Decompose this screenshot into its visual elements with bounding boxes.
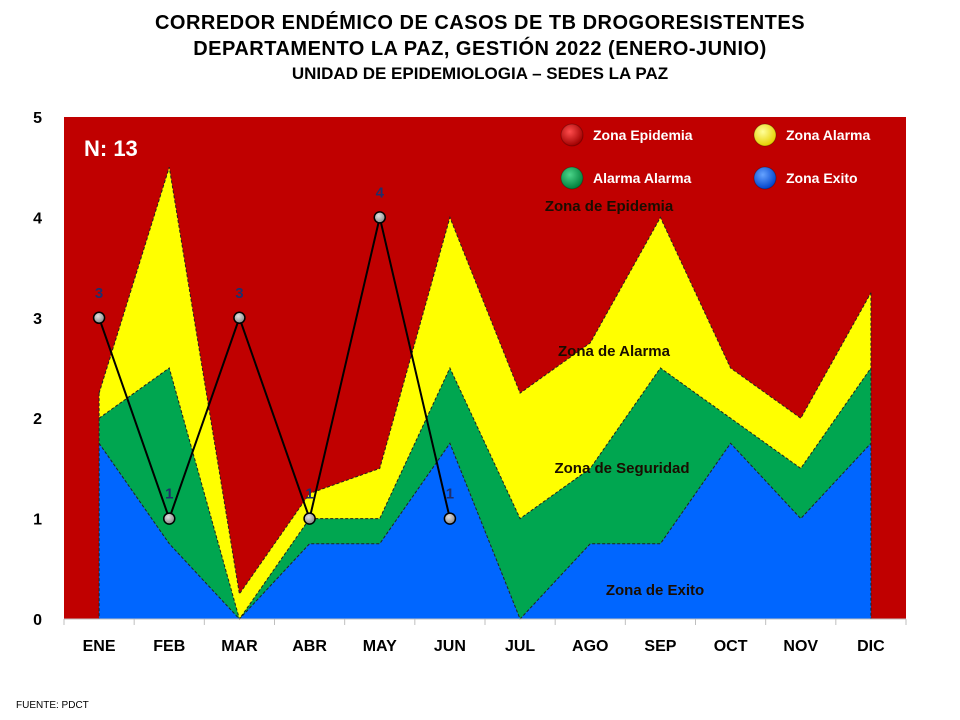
legend-swatch-2 (753, 123, 777, 147)
cases-point (303, 512, 316, 525)
zone-boundary-1 (98, 442, 872, 620)
x-tick-label: MAR (221, 638, 258, 655)
x-tick-label: AGO (572, 638, 608, 655)
x-tick-label: OCT (714, 638, 748, 655)
x-tick-label: NOV (783, 638, 818, 655)
x-tick-label: JUN (434, 638, 466, 655)
chart-subtitle: UNIDAD DE EPIDEMIOLOGIA – SEDES LA PAZ (291, 64, 669, 83)
cases-point (92, 311, 106, 325)
cases-line (98, 217, 451, 523)
y-tick-label: 5 (33, 110, 42, 127)
legend-label-1: Zona Epidemia (593, 127, 693, 143)
cases-data-label: 3 (235, 285, 243, 302)
legend-label-3: Alarma Alarma (593, 170, 692, 186)
cases-data-label: 1 (305, 486, 313, 503)
x-tick-label: ABR (292, 638, 327, 655)
n-count-label: N: 13 (84, 136, 138, 161)
legend-swatch-3 (560, 166, 584, 190)
cases-point (233, 311, 246, 325)
chart-title-line-2: DEPARTAMENTO LA PAZ, GESTIÓN 2022 (ENERO… (193, 38, 767, 60)
y-tick-label: 2 (33, 411, 42, 428)
y-tick-label: 4 (33, 210, 42, 227)
cases-data-label: 4 (376, 184, 385, 201)
legend-swatch-1 (560, 123, 584, 147)
x-tick-label: DIC (857, 638, 885, 655)
legend-swatch-4 (753, 166, 777, 190)
x-tick-label: FEB (153, 638, 185, 655)
x-tick-label: JUL (505, 638, 535, 655)
cases-point (373, 211, 386, 224)
zone-label-3: Zona de Seguridad (554, 460, 689, 477)
y-tick-label: 0 (33, 612, 42, 629)
zone-exito-area (99, 443, 871, 619)
cases-data-label: 3 (95, 285, 103, 302)
zone-boundary-3 (98, 167, 872, 596)
cases-data-label: 1 (165, 486, 173, 503)
cases-point (163, 512, 176, 525)
chart-title-line-1: CORREDOR ENDÉMICO DE CASOS DE TB DROGORE… (154, 12, 806, 34)
x-tick-label: MAY (363, 638, 397, 655)
zone-boundary-2 (98, 366, 872, 621)
x-tick-label: SEP (644, 638, 676, 655)
source-note: FUENTE: PDCT (16, 700, 89, 711)
y-tick-label: 1 (33, 512, 42, 529)
x-tick-label: ENE (83, 638, 116, 655)
y-tick-label: 3 (33, 311, 42, 328)
legend-label-2: Zona Alarma (786, 127, 870, 143)
legend-label-4: Zona Exito (786, 170, 858, 186)
cases-point (443, 512, 457, 525)
zone-label-2: Zona de Alarma (558, 343, 671, 360)
zone-label-4: Zona de Exito (606, 582, 704, 599)
zone-label-1: Zona de Epidemia (545, 198, 674, 215)
cases-data-label: 1 (446, 486, 454, 503)
